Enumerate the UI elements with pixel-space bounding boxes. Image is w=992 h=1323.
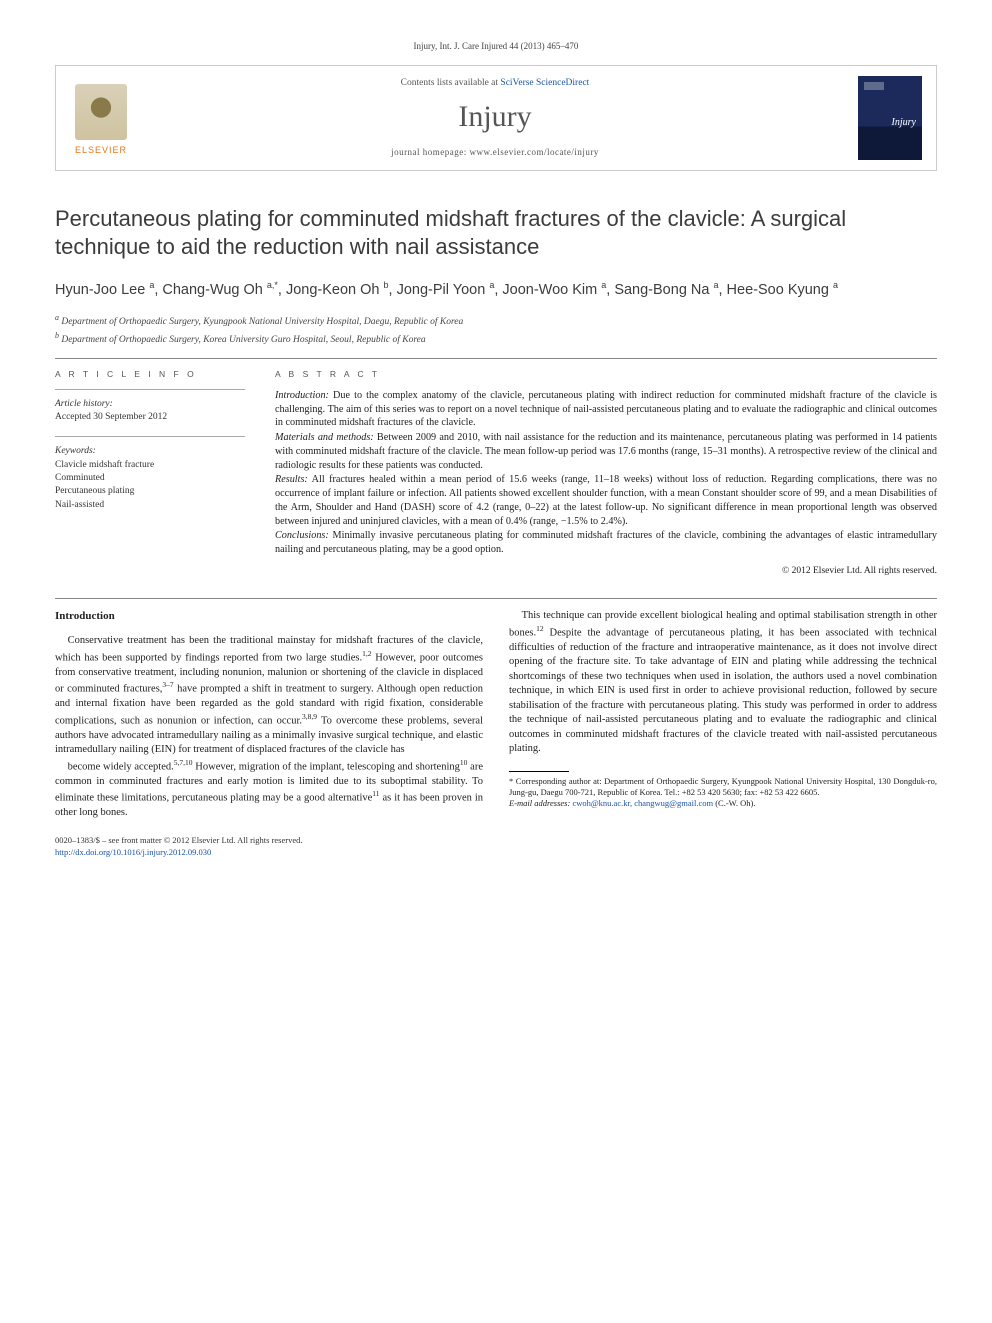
email-suffix: (C.-W. Oh). xyxy=(713,798,755,808)
abstract-heading: A B S T R A C T xyxy=(275,369,937,381)
publisher-logo: ELSEVIER xyxy=(70,79,132,157)
article-title: Percutaneous plating for comminuted mids… xyxy=(55,205,937,261)
contents-prefix: Contents lists available at xyxy=(401,78,501,88)
keyword: Clavicle midshaft fracture xyxy=(55,459,245,472)
running-header: Injury, Int. J. Care Injured 44 (2013) 4… xyxy=(55,40,937,53)
email-line: E-mail addresses: cwoh@knu.ac.kr, changw… xyxy=(509,798,937,809)
abstract-column: A B S T R A C T Introduction: Due to the… xyxy=(275,369,937,578)
homepage-line: journal homepage: www.elsevier.com/locat… xyxy=(146,146,844,159)
email-label: E-mail addresses: xyxy=(509,798,572,808)
article-info-heading: A R T I C L E I N F O xyxy=(55,369,245,381)
body-para: Conservative treatment has been the trad… xyxy=(55,634,483,757)
author-email-link[interactable]: cwoh@knu.ac.kr, changwug@gmail.com xyxy=(572,798,713,808)
body-para: This technique can provide excellent bio… xyxy=(509,609,937,756)
abstract-para: Materials and methods: Between 2009 and … xyxy=(275,431,937,472)
info-rule-2 xyxy=(55,436,245,437)
rule-top xyxy=(55,358,937,359)
corresponding-author-note: * Corresponding author at: Department of… xyxy=(509,776,937,798)
front-matter-line: 0020–1383/$ – see front matter © 2012 El… xyxy=(55,835,937,847)
masthead-center: Contents lists available at SciVerse Sci… xyxy=(146,77,844,159)
keyword: Nail-assisted xyxy=(55,499,245,512)
introduction-heading: Introduction xyxy=(55,609,483,624)
author-list: Hyun-Joo Lee a, Chang-Wug Oh a,*, Jong-K… xyxy=(55,279,937,300)
rule-bottom xyxy=(55,598,937,599)
affiliation-line: b Department of Orthopaedic Surgery, Kor… xyxy=(55,330,937,347)
abstract-para: Introduction: Due to the complex anatomy… xyxy=(275,389,937,430)
sciencedirect-link[interactable]: SciVerse ScienceDirect xyxy=(500,78,589,88)
keyword: Percutaneous plating xyxy=(55,485,245,498)
body-para: become widely accepted.5,7,10 However, m… xyxy=(55,758,483,821)
abstract-para: Conclusions: Minimally invasive percutan… xyxy=(275,529,937,557)
keywords-block: Keywords: Clavicle midshaft fractureComm… xyxy=(55,445,245,511)
cover-title: Injury xyxy=(892,116,916,130)
journal-name: Injury xyxy=(146,96,844,138)
keywords-label: Keywords: xyxy=(55,445,245,458)
keyword: Comminuted xyxy=(55,472,245,485)
homepage-url: www.elsevier.com/locate/injury xyxy=(470,147,599,157)
homepage-prefix: journal homepage: xyxy=(391,147,469,157)
affiliation-line: a Department of Orthopaedic Surgery, Kyu… xyxy=(55,312,937,329)
history-label: Article history: xyxy=(55,398,245,411)
contents-line: Contents lists available at SciVerse Sci… xyxy=(146,77,844,90)
masthead: ELSEVIER Contents lists available at Sci… xyxy=(55,65,937,171)
footer: 0020–1383/$ – see front matter © 2012 El… xyxy=(55,835,937,859)
abstract-body: Introduction: Due to the complex anatomy… xyxy=(275,389,937,557)
affiliations: a Department of Orthopaedic Surgery, Kyu… xyxy=(55,312,937,348)
publisher-name: ELSEVIER xyxy=(75,144,127,157)
body-columns: Introduction Conservative treatment has … xyxy=(55,609,937,820)
info-rule-1 xyxy=(55,389,245,390)
footnote-rule xyxy=(509,771,569,772)
footnotes: * Corresponding author at: Department of… xyxy=(509,776,937,809)
elsevier-tree-icon xyxy=(75,84,127,140)
journal-cover-thumb: Injury xyxy=(858,76,922,160)
info-abstract-row: A R T I C L E I N F O Article history: A… xyxy=(55,369,937,578)
abstract-para: Results: All fractures healed within a m… xyxy=(275,473,937,528)
history-value: Accepted 30 September 2012 xyxy=(55,411,245,424)
article-history: Article history: Accepted 30 September 2… xyxy=(55,398,245,425)
abstract-copyright: © 2012 Elsevier Ltd. All rights reserved… xyxy=(275,565,937,578)
doi-link[interactable]: http://dx.doi.org/10.1016/j.injury.2012.… xyxy=(55,847,211,857)
article-info-column: A R T I C L E I N F O Article history: A… xyxy=(55,369,245,578)
